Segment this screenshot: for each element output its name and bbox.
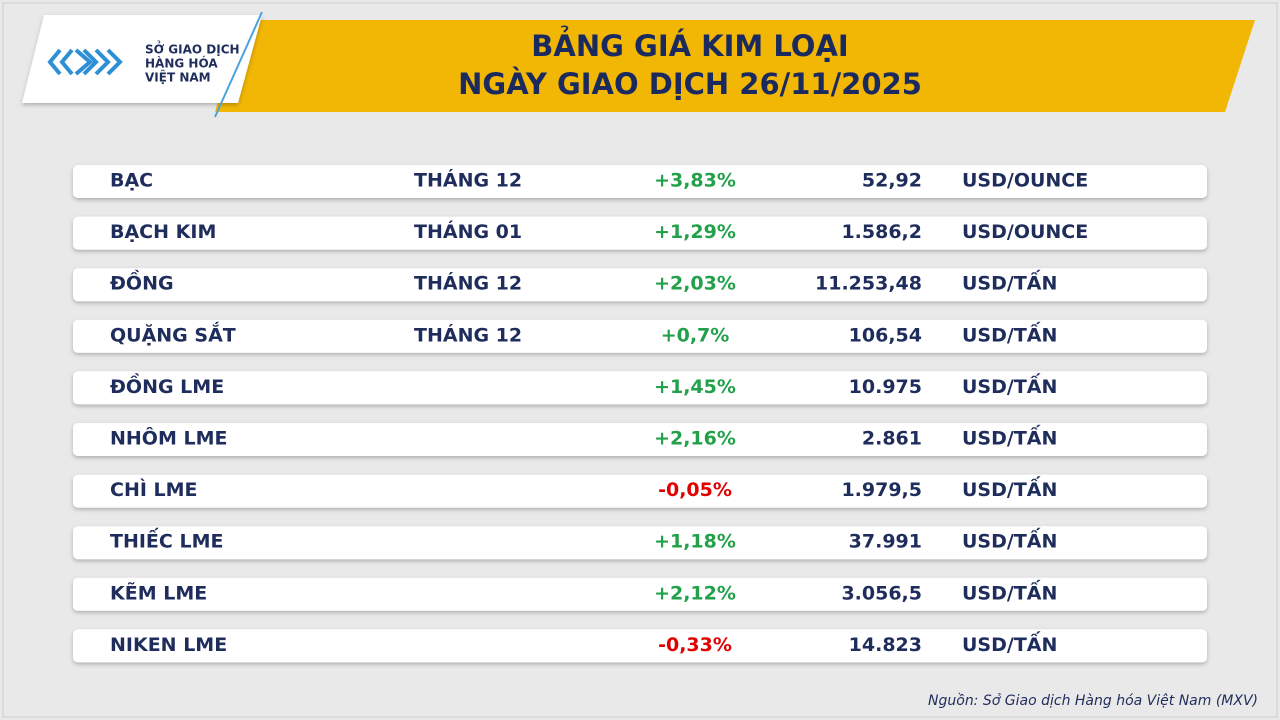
- change: +1,18%: [654, 531, 736, 553]
- row-background: [73, 474, 1207, 508]
- contract-month: THÁNG 12: [414, 272, 522, 295]
- change: -0,33%: [658, 634, 732, 656]
- row-background: [73, 216, 1207, 250]
- change: +0,7%: [661, 324, 730, 346]
- metal-name: NHÔM LME: [110, 426, 227, 450]
- price: 37.991: [849, 531, 922, 553]
- price: 52,92: [862, 170, 922, 192]
- logo-accent: [214, 11, 263, 118]
- metal-name: ĐỒNG LME: [110, 372, 224, 398]
- change: +3,83%: [654, 170, 736, 192]
- unit: USD/TẤN: [962, 630, 1057, 656]
- contract-month: THÁNG 01: [414, 220, 522, 243]
- price: 1.979,5: [841, 479, 922, 501]
- table: BẠC THÁNG 12 +3,83% 52,92 USD/OUNCE BẠCH KIM T…: [73, 165, 1207, 663]
- title-line: NGÀY GIAO DỊCH 26/11/2025: [458, 67, 922, 101]
- logo-box: [22, 15, 262, 103]
- title-banner: [215, 20, 1255, 112]
- metal-name: THIẾC LME: [110, 527, 223, 553]
- metal-name: QUẶNG SẮT: [110, 320, 236, 346]
- contract-month: THÁNG 12: [414, 323, 522, 346]
- change: +1,29%: [654, 221, 736, 243]
- logo-line: VIỆT NAM: [145, 70, 211, 85]
- logo-line: HÀNG HÓA: [145, 56, 218, 71]
- unit: USD/TẤN: [962, 527, 1057, 553]
- logo-icon: [47, 48, 123, 76]
- price: 1.586,2: [841, 221, 922, 243]
- row-background: [73, 629, 1207, 663]
- metal-name: KẼM LME: [110, 580, 207, 604]
- unit: USD/TẤN: [962, 372, 1057, 398]
- metal-name: BẠCH KIM: [110, 221, 216, 243]
- row-background: [73, 165, 1207, 198]
- row-background: [73, 423, 1207, 456]
- price: 11.253,48: [815, 273, 922, 295]
- title-line: BẢNG GIÁ KIM LOẠI: [531, 26, 848, 63]
- row-background: [73, 577, 1207, 611]
- row-background: [73, 268, 1207, 302]
- metal-name: BẠC: [110, 170, 153, 192]
- price: 14.823: [849, 634, 922, 656]
- change: +2,16%: [654, 428, 736, 450]
- unit: USD/TẤN: [962, 320, 1057, 346]
- change: +2,12%: [654, 582, 736, 604]
- source: Nguồn: Sở Giao dịch Hàng hóa Việt Nam (M…: [928, 692, 1258, 709]
- title: BẢNG GIÁ KIM LOẠI NGÀY GIAO DỊCH 26/11/20…: [458, 26, 922, 101]
- unit: USD/TẤN: [962, 269, 1057, 295]
- price: 10.975: [849, 376, 922, 398]
- unit: USD/TẤN: [962, 578, 1057, 604]
- row-background: [73, 526, 1207, 560]
- row-background: [73, 371, 1207, 405]
- unit: USD/TẤN: [962, 424, 1057, 450]
- unit: USD/OUNCE: [962, 170, 1088, 192]
- change: +2,03%: [654, 273, 736, 295]
- change: +1,45%: [654, 376, 736, 398]
- price: 3.056,5: [841, 582, 922, 604]
- change: -0,05%: [658, 479, 732, 501]
- row-background: [73, 319, 1207, 353]
- unit: USD/TẤN: [962, 475, 1057, 501]
- metal-name: CHÌ LME: [110, 478, 198, 501]
- logo-line: SỞ GIAO DỊCH: [145, 41, 240, 57]
- unit: USD/OUNCE: [962, 221, 1088, 243]
- price: 106,54: [849, 324, 922, 346]
- contract-month: THÁNG 12: [414, 169, 522, 192]
- metal-name: ĐỒNG: [110, 269, 174, 295]
- metal-name: NIKEN LME: [110, 634, 227, 656]
- price: 2.861: [862, 428, 922, 450]
